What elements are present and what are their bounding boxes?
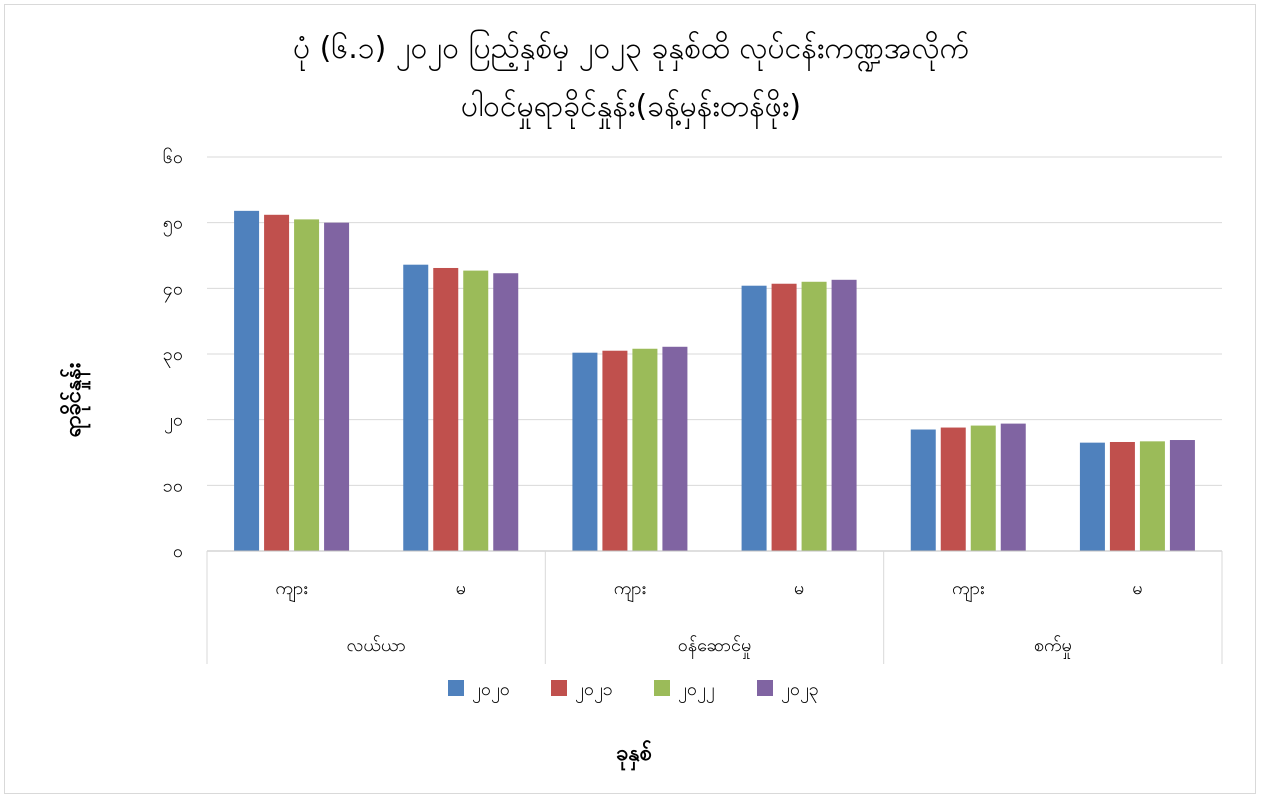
x-axis: ကျား မ ကျား မ ကျား မလယ်ယာ ဝန်ဆောင်မှု စက်မှု [206,550,1223,664]
bar [741,285,767,551]
bar [1000,423,1026,551]
legend-label: ၂၀၂၃ [781,679,819,703]
bar [1109,441,1135,551]
y-tick-label: ၂၀ [164,410,183,434]
x-axis-label: ခုနှစ် [616,739,652,771]
x-tick-label: ကျား [952,578,984,602]
y-tick-label: ၆၀ [163,147,183,168]
y-axis-label: ရာခိုင်နှုန်း [59,362,91,437]
x-tick-label: ကျား [614,578,646,602]
x-tick-label: ကျား [275,578,307,602]
legend: ၂၀၂၀ ၂၀၂၁ ၂၀၂၂ ၂၀၂၃ [448,679,819,703]
bar [1079,442,1105,551]
chart-frame [4,4,1256,794]
bar [493,273,519,551]
chart-title-line-2: ပါဝင်မှုရာခိုင်နှုန်း(ခန့်မှန်းတန်ဖိုး) [460,89,802,124]
legend-label: ၂၀၂၀ [472,679,510,703]
bar [324,222,350,551]
x-group-label: လယ်ယာ [347,635,406,656]
bar [662,346,688,551]
y-tick-label: ၁၀ [163,475,183,496]
bar [632,348,658,551]
bar [234,210,260,551]
legend-label: ၂၀၂၂ [678,679,715,703]
bar [572,352,598,551]
gridlines [207,156,1222,552]
y-tick-label: ၅၀ [163,213,183,237]
legend-label: ၂၀၂၁ [575,679,613,703]
legend-swatch [551,680,567,696]
x-group-label: ဝန်ဆောင်မှု [678,635,752,659]
x-tick-label: မ [794,578,804,599]
bar [264,214,290,551]
legend-swatch [757,680,773,696]
bar [294,219,320,551]
bar [910,429,936,551]
bars [234,210,1195,551]
bar [403,264,429,551]
bar [602,350,628,551]
x-tick-label: မ [1132,578,1142,599]
legend-swatch [654,680,670,696]
y-tick-label: ၃၀ [163,344,183,368]
bar [801,281,827,551]
bar [1139,441,1165,551]
y-tick-label: ၄၀ [163,278,183,302]
bar [970,425,996,551]
chart-title-line-1: ပုံ (၆.၁) ၂၀၂၀ ပြည့်နှစ်မှ ၂၀၂၃ ခုနှစ်ထိ… [292,31,969,66]
x-group-label: စက်မှု [1034,635,1072,659]
legend-swatch [448,680,464,696]
bar [463,270,489,551]
y-axis: ၀ ၁၀ ၂၀ ၃၀ ၄၀ ၅၀ ၆၀ [163,147,183,562]
y-tick-label: ၀ [173,541,183,562]
bar [940,427,966,551]
bar [831,279,857,551]
bar [433,267,459,551]
x-tick-label: မ [456,578,466,599]
bar [771,283,797,551]
bar [1169,440,1195,551]
